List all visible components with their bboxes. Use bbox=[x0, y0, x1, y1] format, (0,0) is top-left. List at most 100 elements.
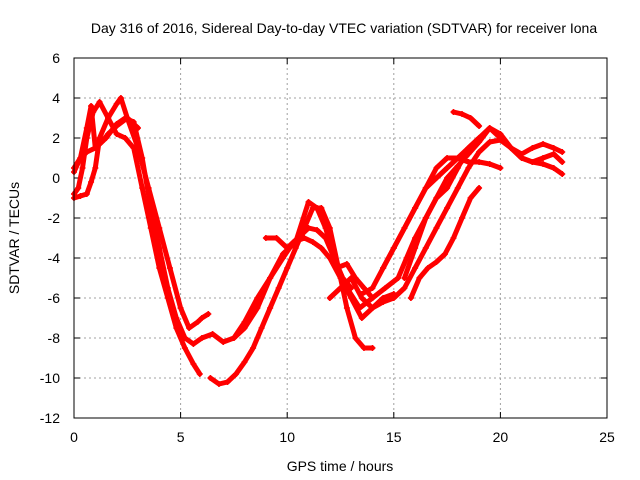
series-trace bbox=[263, 225, 354, 291]
x-tick-label: 5 bbox=[177, 429, 185, 445]
data-point bbox=[198, 335, 205, 341]
x-tick-label: 20 bbox=[493, 429, 509, 445]
data-point bbox=[196, 371, 203, 377]
data-point bbox=[369, 285, 376, 291]
data-point bbox=[305, 199, 312, 205]
data-point bbox=[273, 235, 280, 241]
data-point bbox=[416, 275, 423, 281]
series-arc14 bbox=[262, 225, 355, 291]
data-point bbox=[309, 239, 316, 245]
data-point bbox=[241, 359, 248, 365]
data-point bbox=[444, 165, 451, 171]
data-point bbox=[441, 251, 448, 257]
data-point bbox=[403, 255, 410, 261]
data-point bbox=[322, 225, 329, 231]
data-point bbox=[96, 99, 103, 105]
data-point bbox=[294, 235, 301, 241]
data-point bbox=[369, 345, 376, 351]
data-point bbox=[83, 191, 90, 197]
plot-frame bbox=[73, 57, 608, 419]
data-point bbox=[205, 311, 212, 317]
data-point bbox=[305, 225, 312, 231]
data-point bbox=[326, 295, 333, 301]
data-point bbox=[230, 335, 237, 341]
y-tick-label: -4 bbox=[48, 250, 61, 266]
data-point bbox=[209, 331, 216, 337]
data-point bbox=[433, 195, 440, 201]
series-arc12 bbox=[407, 185, 483, 301]
data-point bbox=[250, 345, 257, 351]
data-point bbox=[380, 265, 387, 271]
y-tick-labels: -12 -10 -8 -6 -4 -2 0 2 4 6 bbox=[40, 50, 60, 426]
data-point bbox=[360, 285, 367, 291]
data-point bbox=[444, 155, 451, 161]
data-point bbox=[358, 315, 365, 321]
x-tick-label: 0 bbox=[70, 429, 78, 445]
data-point bbox=[444, 185, 451, 191]
y-tick-label: -12 bbox=[40, 410, 60, 426]
data-point bbox=[318, 245, 325, 251]
data-point bbox=[105, 115, 112, 121]
data-point bbox=[518, 155, 525, 161]
data-point bbox=[486, 125, 493, 131]
grid-lines bbox=[74, 58, 607, 418]
data-point bbox=[337, 285, 344, 291]
data-point bbox=[559, 171, 566, 177]
data-point bbox=[422, 245, 429, 251]
data-point bbox=[407, 295, 414, 301]
data-point bbox=[279, 251, 286, 257]
data-point bbox=[164, 295, 171, 301]
data-point bbox=[550, 165, 557, 171]
data-point bbox=[369, 305, 376, 311]
y-axis-label: SDTVAR / TECUs bbox=[6, 182, 22, 294]
data-point bbox=[476, 135, 483, 141]
data-point bbox=[343, 261, 350, 267]
data-point bbox=[433, 259, 440, 265]
data-point bbox=[122, 135, 129, 141]
data-point bbox=[486, 161, 493, 167]
data-point bbox=[258, 325, 265, 331]
data-point bbox=[459, 111, 466, 117]
data-point bbox=[224, 379, 231, 385]
x-tick-label: 10 bbox=[279, 429, 295, 445]
chart-title: Day 316 of 2016, Sidereal Day-to-day VTE… bbox=[91, 20, 598, 36]
y-tick-label: 4 bbox=[52, 90, 60, 106]
data-point bbox=[550, 151, 557, 157]
data-point bbox=[77, 155, 84, 161]
data-point bbox=[77, 193, 84, 199]
data-point bbox=[194, 319, 201, 325]
data-point bbox=[339, 275, 346, 281]
data-point bbox=[92, 165, 99, 171]
data-point bbox=[314, 205, 321, 211]
data-point bbox=[145, 185, 152, 191]
data-point bbox=[190, 361, 197, 367]
x-axis-label: GPS time / hours bbox=[287, 458, 394, 474]
series-arc9 bbox=[380, 155, 504, 271]
data-point bbox=[390, 245, 397, 251]
y-tick-label: -6 bbox=[48, 290, 61, 306]
data-point bbox=[348, 285, 355, 291]
data-point bbox=[113, 131, 120, 137]
data-point bbox=[559, 159, 566, 165]
data-point bbox=[233, 371, 240, 377]
series-trace bbox=[207, 205, 375, 387]
data-point bbox=[96, 135, 103, 141]
data-point bbox=[83, 125, 90, 131]
data-point bbox=[262, 235, 269, 241]
data-point bbox=[467, 195, 474, 201]
x-tick-label: 25 bbox=[599, 429, 615, 445]
data-point bbox=[147, 225, 154, 231]
data-point bbox=[454, 155, 461, 161]
x-tick-label: 15 bbox=[386, 429, 402, 445]
data-point bbox=[380, 299, 387, 305]
data-point bbox=[117, 95, 124, 101]
data-point bbox=[529, 145, 536, 151]
data-point bbox=[343, 305, 350, 311]
data-point bbox=[190, 341, 197, 347]
data-point bbox=[284, 265, 291, 271]
data-point bbox=[486, 139, 493, 145]
data-point bbox=[360, 345, 367, 351]
data-point bbox=[476, 185, 483, 191]
data-point bbox=[433, 165, 440, 171]
